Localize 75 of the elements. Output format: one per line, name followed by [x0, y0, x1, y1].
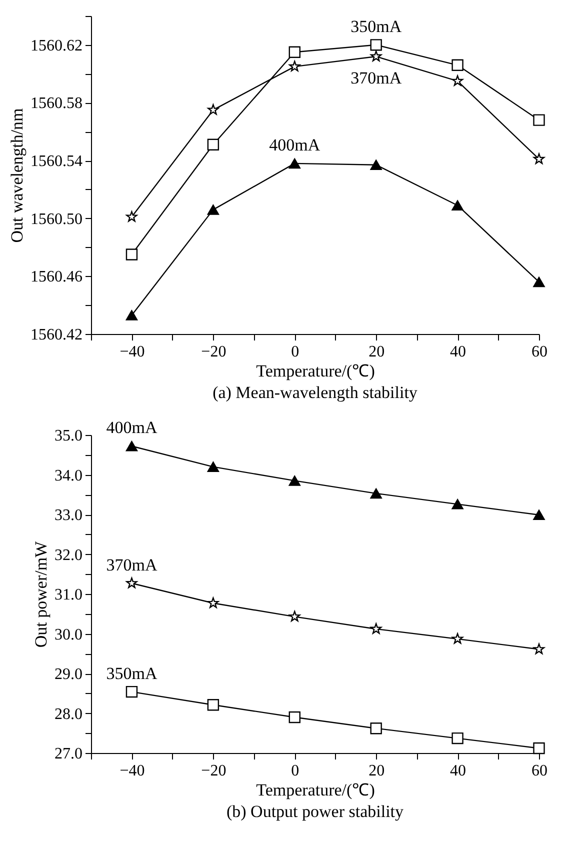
point — [288, 711, 300, 724]
point — [370, 39, 382, 51]
x-tick-label: 40 — [450, 344, 466, 360]
x-tick-label: −20 — [201, 344, 226, 360]
point — [288, 46, 300, 58]
point — [533, 643, 545, 654]
x-tick-label: 20 — [368, 762, 385, 780]
y-tick-label: 1560.62 — [30, 37, 82, 54]
y-tick-label: 34.0 — [54, 467, 82, 484]
point — [533, 153, 545, 164]
point — [452, 732, 464, 744]
y-tick-label: 30.0 — [54, 626, 82, 644]
point — [126, 310, 138, 320]
point — [208, 104, 219, 115]
series-label: 400mA — [106, 418, 158, 438]
point — [452, 200, 464, 210]
x-tick-label: 20 — [368, 344, 385, 360]
point — [452, 499, 464, 510]
series-label: 370mA — [106, 555, 158, 574]
y-tick-label: 33.0 — [54, 507, 82, 524]
point — [533, 510, 545, 520]
y-tick-label: 28.0 — [54, 706, 82, 723]
point — [370, 623, 382, 634]
y-tick-label: 35.0 — [54, 428, 82, 444]
point — [126, 211, 138, 222]
point — [126, 686, 138, 698]
y-tick-label: 1560.58 — [30, 95, 82, 112]
x-tick-label: −40 — [120, 762, 145, 780]
x-tick-label: −20 — [201, 762, 226, 780]
series-label: 370mA — [350, 68, 402, 88]
point — [533, 742, 545, 754]
point — [289, 60, 300, 72]
point — [207, 204, 220, 215]
point — [207, 699, 220, 711]
point — [126, 440, 138, 452]
point — [207, 462, 220, 472]
x-axis-title: Temperature/(℃) — [256, 362, 375, 380]
point — [207, 138, 220, 150]
point — [533, 114, 545, 126]
point — [452, 59, 464, 71]
point — [370, 50, 382, 62]
point — [289, 610, 300, 622]
text: (a) Mean-wavelength stability — [212, 383, 418, 402]
y-tick-label: 1560.54 — [30, 153, 82, 170]
y-tick-label: 32.0 — [54, 546, 82, 564]
text: (b) Output power stability — [226, 802, 404, 821]
x-tick-label: 60 — [532, 344, 548, 360]
y-tick-label: 31.0 — [54, 586, 82, 604]
point — [370, 722, 382, 734]
x-tick-label: −40 — [120, 344, 145, 360]
point — [126, 248, 138, 260]
y-tick-label: 1560.46 — [30, 268, 82, 286]
point — [370, 160, 382, 170]
point — [288, 476, 300, 486]
y-axis-title: Out wavelength/nm — [8, 108, 26, 243]
point — [533, 276, 545, 288]
x-tick-label: 40 — [450, 762, 466, 780]
x-tick-label: 0 — [291, 344, 300, 360]
y-axis-title: Out power/mW — [32, 540, 50, 648]
point — [208, 597, 219, 608]
y-tick-label: 1560.42 — [30, 326, 82, 344]
point — [452, 75, 464, 86]
series-label: 350mA — [106, 664, 158, 683]
point — [452, 633, 464, 644]
point — [126, 577, 138, 588]
series-label: 400mA — [269, 135, 321, 154]
y-tick-label: 27.0 — [54, 746, 82, 762]
x-tick-label: 0 — [291, 762, 300, 780]
point — [288, 158, 300, 169]
y-tick-label: 29.0 — [54, 666, 82, 683]
x-tick-label: 60 — [532, 762, 548, 780]
x-axis-title: Temperature/(℃) — [256, 780, 375, 800]
point — [370, 488, 382, 499]
y-tick-label: 1560.50 — [30, 210, 82, 228]
series-label: 350mA — [350, 16, 402, 36]
